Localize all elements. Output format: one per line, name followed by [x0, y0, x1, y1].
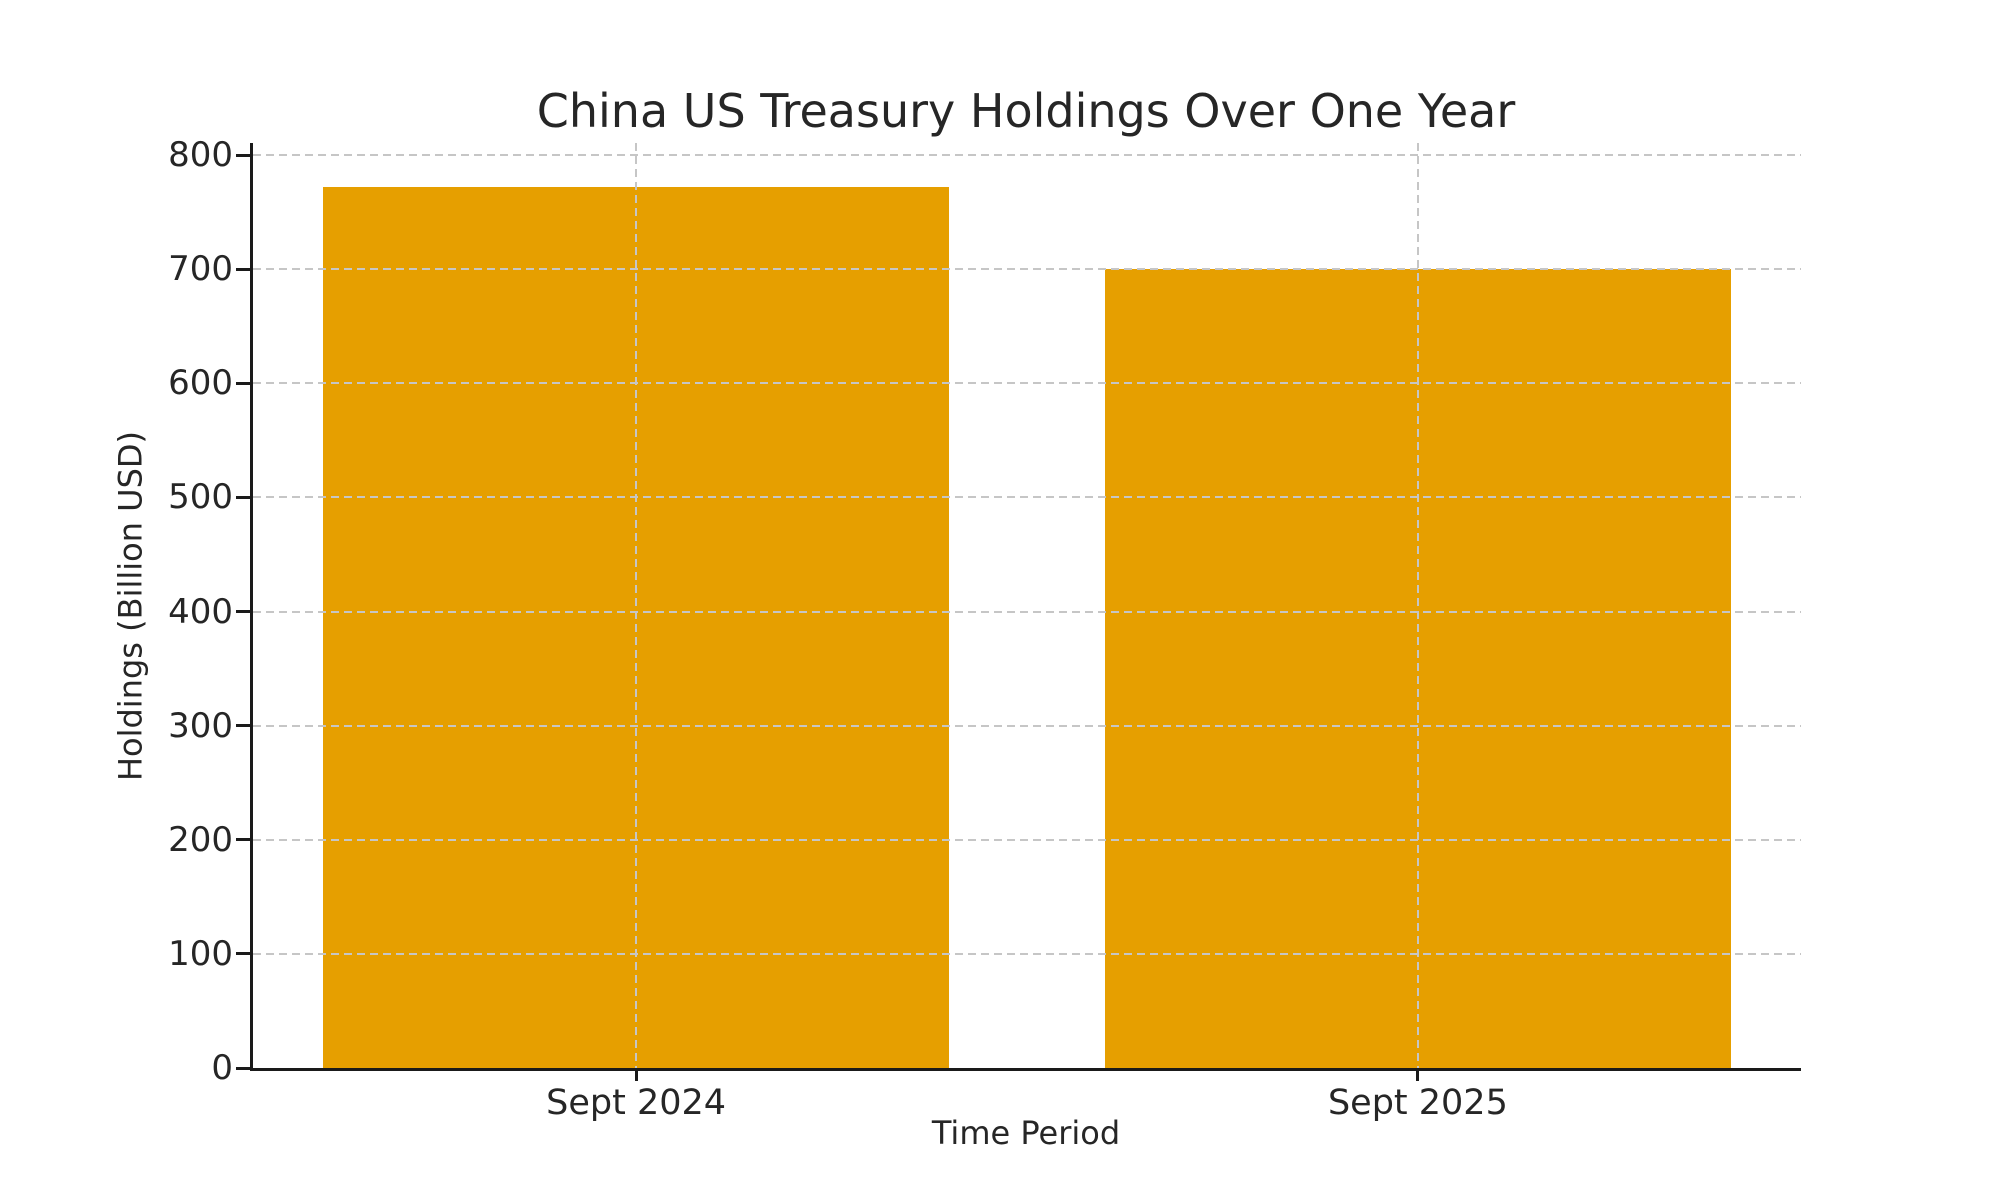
y-gridline-800 [253, 154, 1801, 157]
plot-area: 0 100 200 300 400 500 600 700 800 Sept 2024 Sept 2… [168, 138, 1801, 1122]
y-tick-mark-700 [236, 267, 250, 271]
y-gridline-400 [253, 610, 1801, 613]
y-gridline-700 [253, 268, 1801, 271]
y-gridline-300 [253, 724, 1801, 727]
y-tick-mark-300 [236, 724, 250, 728]
y-tick-mark-200 [236, 838, 250, 842]
y-gridline-100 [253, 952, 1801, 955]
y-gridline-600 [253, 382, 1801, 385]
y-tick-mark-0 [236, 1066, 250, 1070]
y-gridline-200 [253, 838, 1801, 841]
x-gridline-sept-2024 [635, 143, 638, 1068]
y-tick-label-300: 300 [168, 705, 233, 746]
y-tick-label-200: 200 [168, 819, 233, 860]
y-tick-label-600: 600 [168, 363, 233, 404]
y-tick-label-400: 400 [168, 591, 233, 632]
x-axis-label: Time Period [931, 1114, 1121, 1152]
y-gridline-500 [253, 496, 1801, 499]
x-tick-label-sept-2025: Sept 2025 [1327, 1083, 1508, 1123]
y-tick-label-0: 0 [211, 1048, 233, 1088]
x-tick-mark-sept-2024 [634, 1068, 638, 1081]
y-tick-mark-100 [236, 952, 250, 956]
x-tick-label-sept-2024: Sept 2024 [546, 1083, 727, 1123]
y-tick-mark-800 [236, 153, 250, 157]
y-tick-label-700: 700 [168, 249, 233, 290]
y-tick-label-100: 100 [168, 933, 233, 974]
y-tick-label-800: 800 [168, 135, 233, 176]
x-gridline-sept-2025 [1416, 143, 1419, 1068]
y-tick-mark-600 [236, 381, 250, 385]
y-tick-label-500: 500 [168, 477, 233, 518]
y-tick-mark-400 [236, 610, 250, 614]
y-tick-mark-500 [236, 495, 250, 499]
x-tick-mark-sept-2025 [1416, 1068, 1420, 1081]
chart-title: China US Treasury Holdings Over One Year [536, 84, 1516, 138]
